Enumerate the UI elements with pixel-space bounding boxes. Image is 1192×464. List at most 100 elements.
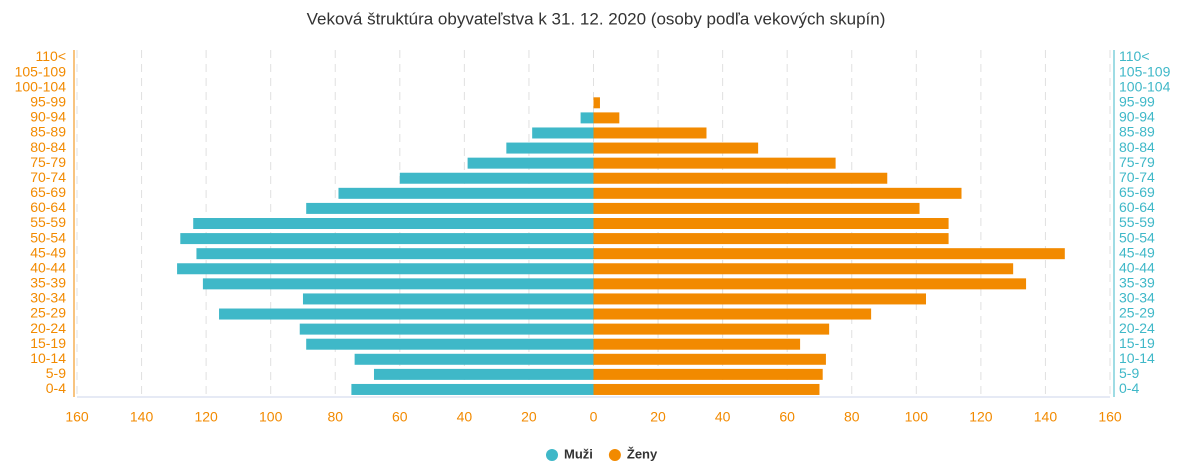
x-tick-label: 60 <box>779 409 795 425</box>
y-tick-label-right: 55-59 <box>1119 214 1155 230</box>
y-tick-label-right: 65-69 <box>1119 184 1155 200</box>
y-tick-label-left: 55-59 <box>30 214 66 230</box>
y-tick-label-left: 15-19 <box>30 335 66 351</box>
bar <box>373 368 594 380</box>
y-tick-label-right: 85-89 <box>1119 124 1155 140</box>
bar <box>302 293 594 305</box>
bar <box>593 278 1027 290</box>
y-tick-label-right: 45-49 <box>1119 244 1155 260</box>
y-tick-label-left: 40-44 <box>30 259 66 275</box>
x-tick-label: 60 <box>392 409 408 425</box>
y-tick-label-left: 50-54 <box>30 229 66 245</box>
y-tick-label-left: 105-109 <box>15 63 67 79</box>
chart-title: Veková štruktúra obyvateľstva k 31. 12. … <box>307 9 886 28</box>
y-tick-label-right: 25-29 <box>1119 305 1155 321</box>
y-tick-label-right: 80-84 <box>1119 139 1155 155</box>
x-tick-label: 40 <box>457 409 473 425</box>
x-tick-label: 140 <box>130 409 154 425</box>
bar <box>593 172 888 184</box>
bar <box>467 157 594 169</box>
legend-label: Ženy <box>627 446 658 461</box>
y-tick-label-left: 0-4 <box>46 380 66 396</box>
y-tick-label-left: 25-29 <box>30 305 66 321</box>
bar <box>593 218 949 229</box>
y-tick-label-right: 10-14 <box>1119 350 1155 366</box>
bar <box>593 323 830 335</box>
y-tick-label-right: 70-74 <box>1119 169 1155 185</box>
bar <box>593 187 962 199</box>
y-tick-label-right: 40-44 <box>1119 259 1155 275</box>
y-tick-label-right: 30-34 <box>1119 290 1155 306</box>
y-tick-label-right: 0-4 <box>1119 380 1139 396</box>
bar <box>532 127 594 139</box>
x-tick-label: 140 <box>1034 409 1058 425</box>
y-tick-label-left: 80-84 <box>30 139 66 155</box>
bar <box>196 248 594 260</box>
y-tick-label-right: 95-99 <box>1119 94 1155 110</box>
x-tick-label: 100 <box>259 409 283 425</box>
y-tick-label-left: 110< <box>36 48 67 64</box>
y-tick-label-left: 90-94 <box>30 109 66 125</box>
bar <box>193 218 594 229</box>
x-tick-label: 0 <box>590 409 598 425</box>
bar <box>593 233 949 245</box>
legend-label: Muži <box>564 446 593 461</box>
x-tick-label: 120 <box>969 409 993 425</box>
y-tick-label-left: 45-49 <box>30 244 66 260</box>
y-tick-label-right: 35-39 <box>1119 275 1155 291</box>
x-tick-label: 100 <box>905 409 929 425</box>
bar <box>593 293 926 305</box>
y-tick-label-left: 85-89 <box>30 124 66 140</box>
bar <box>593 263 1014 275</box>
y-tick-label-right: 20-24 <box>1119 320 1155 336</box>
y-tick-label-left: 60-64 <box>30 199 66 215</box>
y-tick-label-left: 30-34 <box>30 290 66 306</box>
y-tick-label-left: 95-99 <box>30 94 66 110</box>
x-tick-label: 160 <box>1098 409 1122 425</box>
y-tick-label-left: 70-74 <box>30 169 66 185</box>
y-tick-label-left: 10-14 <box>30 350 66 366</box>
bar <box>593 383 820 395</box>
bar <box>306 202 594 214</box>
bar <box>593 157 836 169</box>
bar <box>202 278 594 290</box>
bar <box>399 172 594 184</box>
x-tick-label: 40 <box>715 409 731 425</box>
y-tick-label-left: 100-104 <box>15 78 67 94</box>
legend-marker <box>546 449 558 461</box>
x-tick-label: 80 <box>327 409 343 425</box>
bar <box>299 323 594 335</box>
bar <box>306 338 594 350</box>
bar <box>593 202 920 214</box>
y-tick-label-right: 90-94 <box>1119 109 1155 125</box>
y-tick-label-right: 110< <box>1119 48 1150 64</box>
bar <box>354 353 594 365</box>
y-tick-label-left: 35-39 <box>30 275 66 291</box>
x-tick-label: 20 <box>521 409 537 425</box>
y-tick-label-right: 60-64 <box>1119 199 1155 215</box>
x-tick-label: 160 <box>65 409 89 425</box>
bar <box>580 112 594 124</box>
bar <box>593 308 872 320</box>
bar <box>593 248 1065 260</box>
bar <box>593 112 620 124</box>
bar <box>351 383 594 395</box>
bar <box>593 97 600 109</box>
bar <box>593 142 759 154</box>
y-tick-label-right: 15-19 <box>1119 335 1155 351</box>
bar <box>593 127 707 139</box>
x-tick-label: 120 <box>194 409 218 425</box>
bar <box>177 263 594 275</box>
x-tick-label: 80 <box>844 409 860 425</box>
y-tick-label-left: 75-79 <box>30 154 66 170</box>
y-tick-label-right: 105-109 <box>1119 63 1171 79</box>
bar <box>506 142 594 154</box>
x-tick-label: 20 <box>650 409 666 425</box>
bar <box>593 368 823 380</box>
y-tick-label-right: 100-104 <box>1119 78 1171 94</box>
bar <box>338 187 594 199</box>
y-tick-label-right: 5-9 <box>1119 365 1139 381</box>
y-tick-label-left: 20-24 <box>30 320 66 336</box>
legend-marker <box>608 449 621 461</box>
